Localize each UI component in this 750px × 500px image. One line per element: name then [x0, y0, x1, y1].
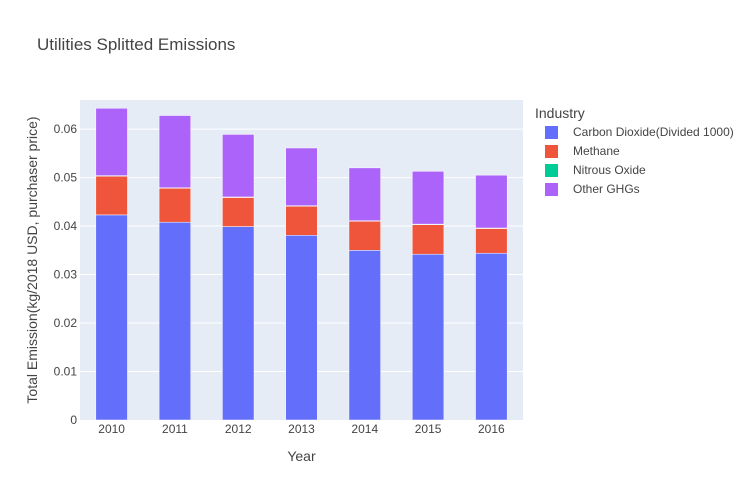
bar-segment — [412, 253, 445, 421]
legend-label: Carbon Dioxide(Divided 1000) — [573, 125, 734, 139]
bar-segment — [475, 252, 508, 421]
x-tick-label: 2016 — [478, 422, 505, 436]
legend-swatch — [545, 183, 558, 196]
y-axis-ticks: 0 0.01 0.02 0.03 0.04 0.05 0.06 — [54, 122, 78, 427]
bar-segment — [412, 224, 445, 255]
bars — [95, 107, 508, 421]
bar-segment — [158, 115, 192, 189]
legend-label: Methane — [573, 144, 620, 158]
chart-title: Utilities Splitted Emissions — [37, 35, 235, 54]
y-tick-label: 0 — [70, 413, 77, 427]
legend-swatch — [545, 145, 558, 158]
x-tick-label: 2014 — [351, 422, 378, 436]
x-axis-ticks: 2010 2011 2012 2013 2014 2015 2016 — [98, 422, 505, 436]
x-axis-title: Year — [287, 448, 316, 464]
legend-label: Other GHGs — [573, 182, 640, 196]
bar-segment — [348, 167, 381, 221]
bar-segment — [222, 226, 255, 421]
bar-segment — [348, 220, 381, 251]
y-tick-label: 0.06 — [54, 122, 78, 136]
legend-title: Industry — [535, 105, 585, 121]
y-tick-label: 0.01 — [54, 365, 78, 379]
bar-segment — [348, 250, 381, 421]
bar-segment — [95, 107, 128, 176]
bar-segment — [95, 214, 128, 421]
legend: Industry Carbon Dioxide(Divided 1000) Met… — [535, 105, 734, 196]
y-tick-label: 0.03 — [54, 268, 78, 282]
bar-segment — [158, 187, 192, 223]
x-tick-label: 2015 — [415, 422, 442, 436]
y-tick-label: 0.02 — [54, 316, 78, 330]
bar-segment — [285, 235, 318, 421]
bar-segment — [222, 134, 255, 198]
legend-swatch — [545, 126, 558, 139]
bar-segment — [475, 228, 508, 254]
x-tick-label: 2013 — [288, 422, 315, 436]
bar-segment — [285, 205, 318, 236]
bar-segment — [95, 175, 128, 216]
y-tick-label: 0.04 — [54, 219, 78, 233]
bar-segment — [158, 221, 192, 421]
legend-swatch — [545, 164, 558, 177]
x-tick-label: 2012 — [225, 422, 252, 436]
x-tick-label: 2010 — [98, 422, 125, 436]
bar-segment — [285, 147, 318, 206]
bar-segment — [222, 197, 255, 227]
y-tick-label: 0.05 — [54, 171, 78, 185]
bar-segment — [475, 174, 508, 229]
legend-label: Nitrous Oxide — [573, 163, 646, 177]
bar-segment — [412, 171, 445, 225]
x-tick-label: 2011 — [162, 422, 188, 436]
y-axis-title: Total Emission(kg/2018 USD, purchaser pr… — [24, 116, 40, 403]
